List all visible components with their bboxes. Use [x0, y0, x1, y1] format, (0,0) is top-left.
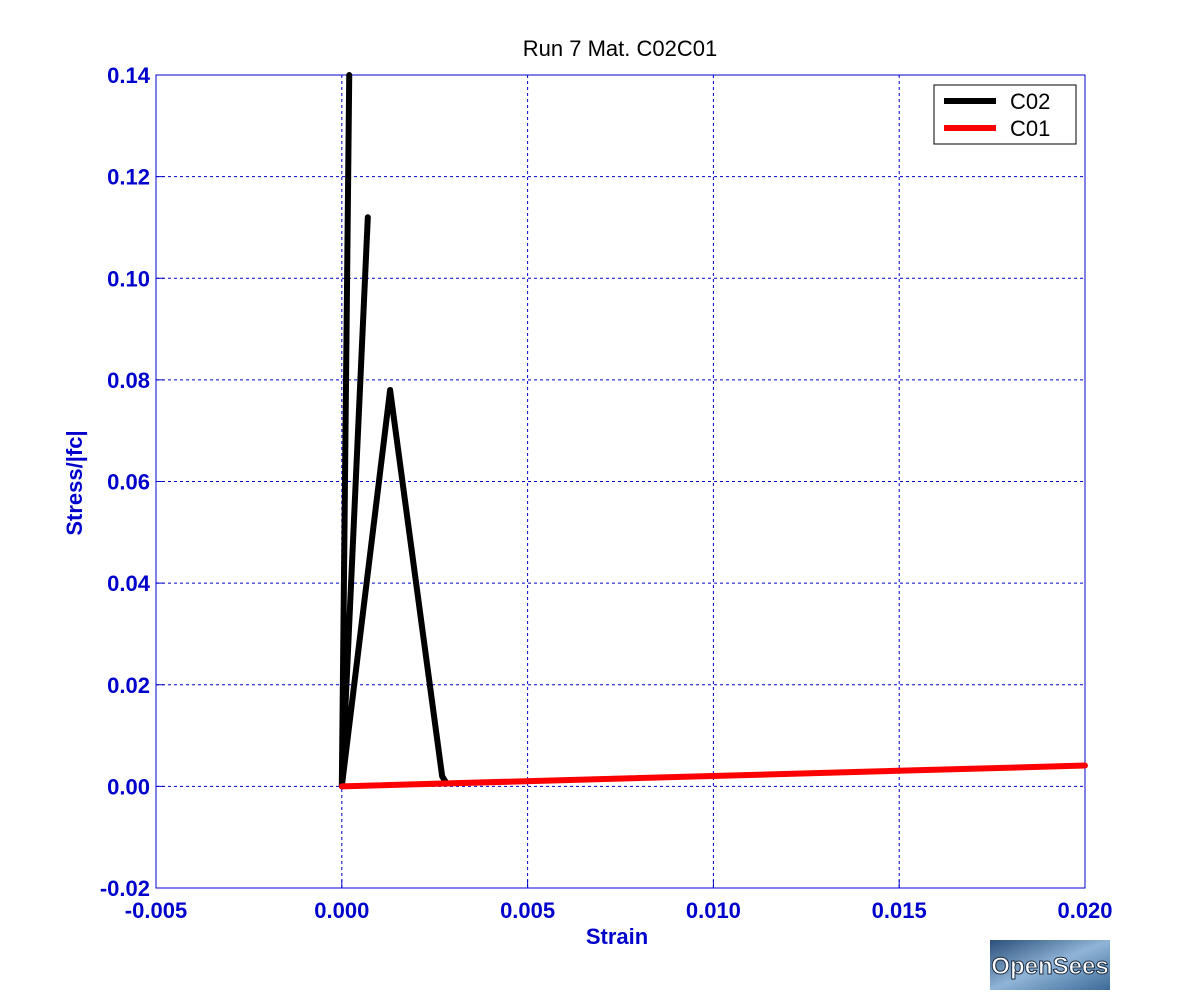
x-tick-label: -0.005 — [125, 898, 187, 923]
y-tick-label: 0.08 — [107, 368, 150, 393]
grid — [156, 75, 1085, 888]
x-axis-label: Strain — [586, 924, 648, 949]
logo-text: OpenSees — [991, 953, 1108, 980]
x-axis-ticks: -0.005 0.000 0.005 0.010 0.015 0.020 — [125, 880, 1113, 923]
y-axis-ticks: -0.02 0.00 0.02 0.04 0.06 0.08 0.10 0.12 0.14 — [100, 63, 164, 901]
y-tick-label: 0.10 — [107, 266, 150, 291]
series-c01 — [338, 762, 1088, 790]
y-tick-label: -0.02 — [100, 876, 150, 901]
legend-label-c02: C02 — [1010, 89, 1050, 114]
logo-background — [990, 940, 1110, 990]
x-tick-label: 0.005 — [500, 898, 555, 923]
y-tick-label: 0.00 — [107, 774, 150, 799]
x-tick-label: 0.015 — [872, 898, 927, 923]
y-tick-label: 0.04 — [107, 571, 151, 596]
x-tick-label: 0.010 — [686, 898, 741, 923]
y-axis-label: Stress/|fc| — [62, 430, 87, 535]
series-c02 — [338, 72, 449, 790]
x-tick-label: 0.000 — [314, 898, 369, 923]
chart-title: Run 7 Mat. C02C01 — [523, 36, 717, 61]
y-tick-label: 0.14 — [107, 63, 151, 88]
opensees-logo: OpenSees — [990, 940, 1110, 990]
x-tick-label: 0.020 — [1057, 898, 1112, 923]
series-lines — [338, 72, 1088, 790]
legend-box — [933, 84, 1077, 145]
legend: C02 C01 — [933, 84, 1077, 145]
y-tick-label: 0.02 — [107, 673, 150, 698]
y-tick-label: 0.06 — [107, 470, 150, 495]
y-tick-label: 0.12 — [107, 165, 150, 190]
legend-label-c01: C01 — [1010, 116, 1050, 141]
